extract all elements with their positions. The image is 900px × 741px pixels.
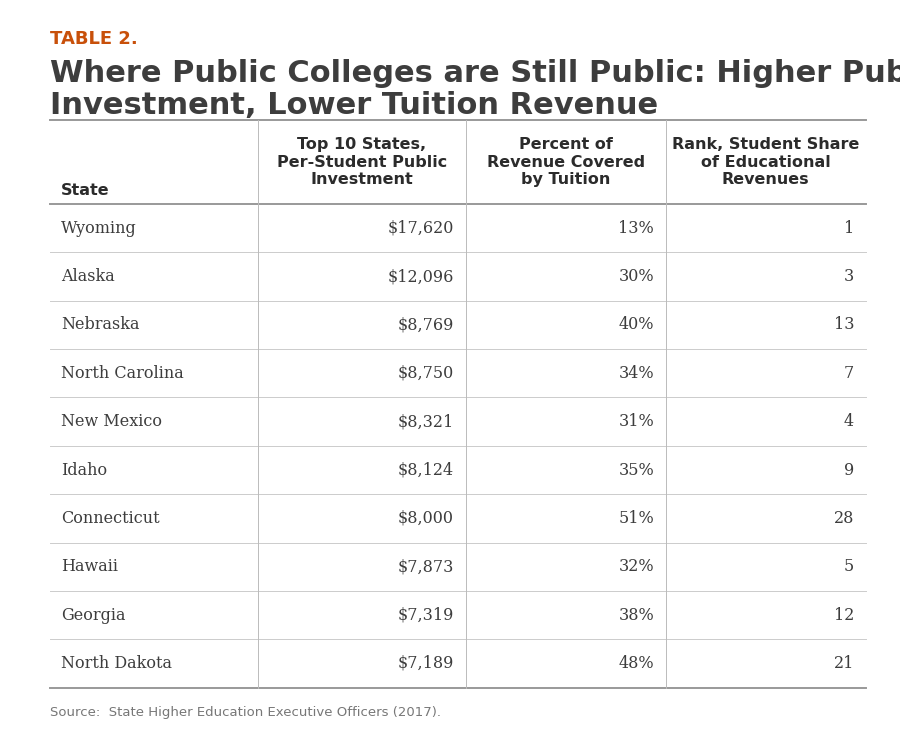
Text: Wyoming: Wyoming xyxy=(61,220,137,236)
Text: Idaho: Idaho xyxy=(61,462,107,479)
Text: New Mexico: New Mexico xyxy=(61,413,162,431)
Text: Percent of
Revenue Covered
by Tuition: Percent of Revenue Covered by Tuition xyxy=(487,137,645,187)
Text: 5: 5 xyxy=(844,558,854,575)
Text: Hawaii: Hawaii xyxy=(61,558,118,575)
Text: 51%: 51% xyxy=(618,510,654,527)
Text: 40%: 40% xyxy=(618,316,654,333)
Text: 34%: 34% xyxy=(618,365,654,382)
Text: 3: 3 xyxy=(844,268,854,285)
Text: $7,319: $7,319 xyxy=(398,607,454,624)
Text: $8,750: $8,750 xyxy=(398,365,454,382)
Text: 38%: 38% xyxy=(618,607,654,624)
Text: 35%: 35% xyxy=(618,462,654,479)
Text: Top 10 States,
Per-Student Public
Investment: Top 10 States, Per-Student Public Invest… xyxy=(276,137,447,187)
Text: $8,000: $8,000 xyxy=(398,510,454,527)
Text: 4: 4 xyxy=(844,413,854,431)
Text: Alaska: Alaska xyxy=(61,268,115,285)
Text: Source:  State Higher Education Executive Officers (2017).: Source: State Higher Education Executive… xyxy=(50,705,440,719)
Text: Connecticut: Connecticut xyxy=(61,510,160,527)
Text: Where Public Colleges are Still Public: Higher Public: Where Public Colleges are Still Public: … xyxy=(50,59,900,88)
Text: $7,189: $7,189 xyxy=(398,655,454,672)
Text: $7,873: $7,873 xyxy=(398,558,454,575)
Text: North Carolina: North Carolina xyxy=(61,365,184,382)
Text: $17,620: $17,620 xyxy=(388,220,454,236)
Text: 1: 1 xyxy=(844,220,854,236)
Text: 31%: 31% xyxy=(618,413,654,431)
Text: TABLE 2.: TABLE 2. xyxy=(50,30,137,47)
Text: 32%: 32% xyxy=(618,558,654,575)
Text: $8,769: $8,769 xyxy=(398,316,454,333)
Text: 48%: 48% xyxy=(618,655,654,672)
Text: Rank, Student Share
of Educational
Revenues: Rank, Student Share of Educational Reven… xyxy=(672,137,859,187)
Text: 9: 9 xyxy=(844,462,854,479)
Text: North Dakota: North Dakota xyxy=(61,655,172,672)
Text: State: State xyxy=(61,183,110,198)
Text: 28: 28 xyxy=(833,510,854,527)
Text: 30%: 30% xyxy=(618,268,654,285)
Text: Investment, Lower Tuition Revenue: Investment, Lower Tuition Revenue xyxy=(50,91,658,120)
Text: 13: 13 xyxy=(833,316,854,333)
Text: Nebraska: Nebraska xyxy=(61,316,140,333)
Text: Georgia: Georgia xyxy=(61,607,126,624)
Text: 7: 7 xyxy=(844,365,854,382)
Text: 21: 21 xyxy=(833,655,854,672)
Text: 12: 12 xyxy=(833,607,854,624)
Text: $8,124: $8,124 xyxy=(398,462,454,479)
Text: $8,321: $8,321 xyxy=(398,413,454,431)
Text: $12,096: $12,096 xyxy=(388,268,454,285)
Text: 13%: 13% xyxy=(618,220,654,236)
